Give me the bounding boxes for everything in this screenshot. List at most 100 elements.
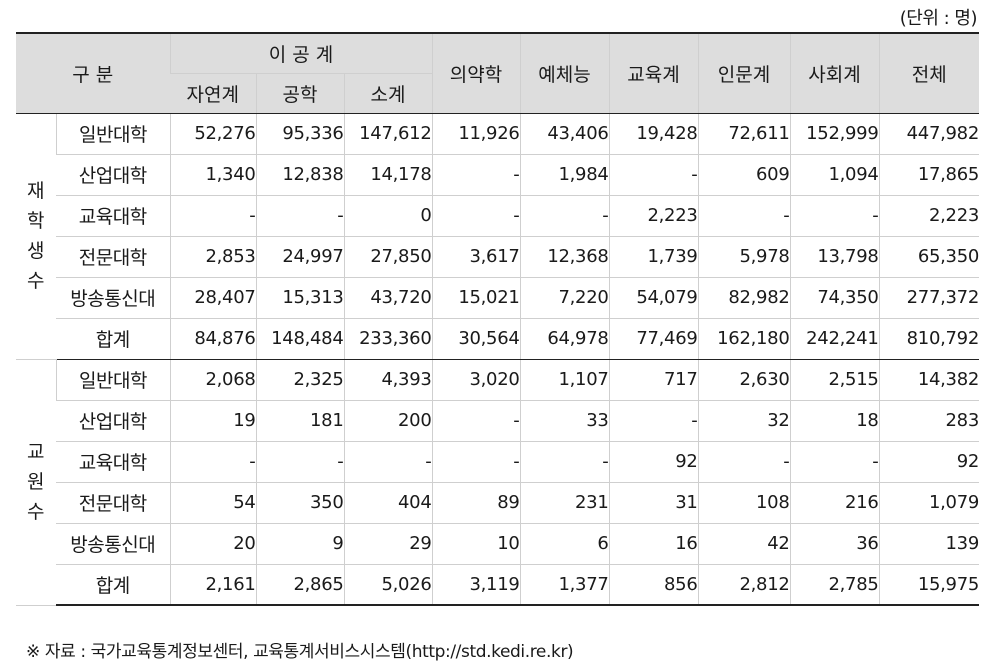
table-cell: -: [697, 195, 790, 237]
table-cell: 27,850: [343, 236, 432, 278]
table-cell: 2,853: [169, 236, 256, 278]
table-cell: 1,107: [519, 359, 609, 401]
table-cell: 350: [255, 482, 344, 524]
row-label: 산업대학: [56, 154, 170, 196]
table-cell: 16: [608, 523, 698, 565]
table-cell: 84,876: [169, 318, 256, 360]
header-social: 사회계: [789, 33, 879, 114]
table-cell: 447,982: [878, 113, 979, 155]
table-cell: 36: [789, 523, 879, 565]
table-cell: 65,350: [878, 236, 979, 278]
table-cell: -: [169, 441, 256, 483]
row-label: 방송통신대: [56, 277, 170, 319]
table-cell: 2,223: [878, 195, 979, 237]
row-label: 산업대학: [56, 400, 170, 442]
header-education: 교육계: [608, 33, 698, 114]
table-cell: 231: [519, 482, 609, 524]
table-cell: 147,612: [343, 113, 432, 155]
table-cell: 15,021: [431, 277, 520, 319]
table-cell: 19,428: [608, 113, 698, 155]
table-cell: 30,564: [431, 318, 520, 360]
row-label: 일반대학: [55, 359, 170, 401]
row-label: 방송통신대: [56, 523, 170, 565]
table-cell: 43,720: [343, 277, 432, 319]
table-cell: 2,630: [697, 359, 790, 401]
table-cell: 2,515: [789, 359, 879, 401]
table-cell: -: [519, 195, 609, 237]
row-label: 교육대학: [56, 441, 170, 483]
table-cell: -: [789, 195, 879, 237]
group-label-char: 생: [27, 240, 45, 262]
table-row: 교 원 수 일반대학 2,068 2,325 4,393 3,020 1,107 717 2,630…: [16, 359, 979, 606]
table-cell: 717: [608, 359, 698, 401]
group-label-char: 원: [27, 471, 45, 493]
table-cell: 148,484: [255, 318, 344, 360]
table-cell: 19: [169, 400, 256, 442]
row-label: 일반대학: [55, 113, 170, 155]
table-cell: -: [519, 441, 609, 483]
table-cell: 54,079: [608, 277, 698, 319]
table-cell: 15,313: [255, 277, 344, 319]
group-label-char: 수: [27, 501, 45, 523]
table-header: 구 분 이 공 계 의약학 예체능 교육계 인문계 사회계 전체 자연계 공학 …: [16, 33, 979, 114]
table-cell: -: [255, 195, 344, 237]
table-cell: 89: [431, 482, 520, 524]
table-cell: 108: [697, 482, 790, 524]
header-total: 전체: [878, 33, 979, 114]
table-cell: 2,161: [169, 564, 256, 606]
table-cell: 139: [878, 523, 979, 565]
table-cell: 10: [431, 523, 520, 565]
table-row: 교육대학 - - - - -92- -92: [16, 441, 979, 483]
table-cell: 2,325: [255, 359, 344, 401]
table-cell: 2,785: [789, 564, 879, 606]
table-cell: 92: [608, 441, 698, 483]
table-cell: 24,997: [255, 236, 344, 278]
table-cell: 42: [697, 523, 790, 565]
table-cell: 43,406: [519, 113, 609, 155]
table-cell: 3,617: [431, 236, 520, 278]
table-cell: -: [697, 441, 790, 483]
row-label: 전문대학: [56, 482, 170, 524]
table-cell: -: [431, 154, 520, 196]
group-label-char: 교: [27, 441, 45, 463]
table-cell: 5,026: [343, 564, 432, 606]
table-cell: 28,407: [169, 277, 256, 319]
table-cell: 2,068: [169, 359, 256, 401]
table-cell: -: [431, 400, 520, 442]
header-subtotal: 소계: [343, 73, 432, 114]
table-cell: 74,350: [789, 277, 879, 319]
table-cell: 283: [878, 400, 979, 442]
table-row: 방송통신대 20 9 29 10 6 16 42 36 139: [16, 523, 979, 565]
table-cell: 12,368: [519, 236, 609, 278]
header-science-group: 이 공 계: [169, 33, 432, 74]
table-cell: 12,838: [255, 154, 344, 196]
table-cell: 29: [343, 523, 432, 565]
table-cell: 0: [343, 195, 432, 237]
table-cell: 233,360: [343, 318, 432, 360]
table-cell: 152,999: [789, 113, 879, 155]
table-row: 합계 84,876 148,484 233,360 30,564 64,978 77,469…: [16, 318, 979, 360]
table-cell: 54: [169, 482, 256, 524]
table-cell: 200: [343, 400, 432, 442]
header-medicine: 의약학: [431, 33, 520, 114]
table-cell: 20: [169, 523, 256, 565]
header-category: 구 분: [16, 33, 170, 114]
table-cell: 2,865: [255, 564, 344, 606]
table-row: 전문대학 54 350 404 89 231 31 108 216 1,079: [16, 482, 979, 524]
table-cell: 3,020: [431, 359, 520, 401]
table-cell: 18: [789, 400, 879, 442]
group-label-char: 수: [27, 270, 45, 292]
section-enrolled-students: 재 학 생 수 일반대학 52,276 95,336 147,612 11,926 43,406 1…: [16, 113, 979, 360]
row-label: 교육대학: [56, 195, 170, 237]
table-cell: 1,340: [169, 154, 256, 196]
table-cell: -: [789, 441, 879, 483]
table-cell: 72,611: [697, 113, 790, 155]
table-row: 재 학 생 수 일반대학 52,276 95,336 147,612 11,926 43,406 1…: [16, 113, 979, 360]
table-cell: 14,382: [878, 359, 979, 401]
table-cell: 9: [255, 523, 344, 565]
row-label: 합계: [56, 564, 170, 606]
table-cell: 1,079: [878, 482, 979, 524]
table-cell: 216: [789, 482, 879, 524]
